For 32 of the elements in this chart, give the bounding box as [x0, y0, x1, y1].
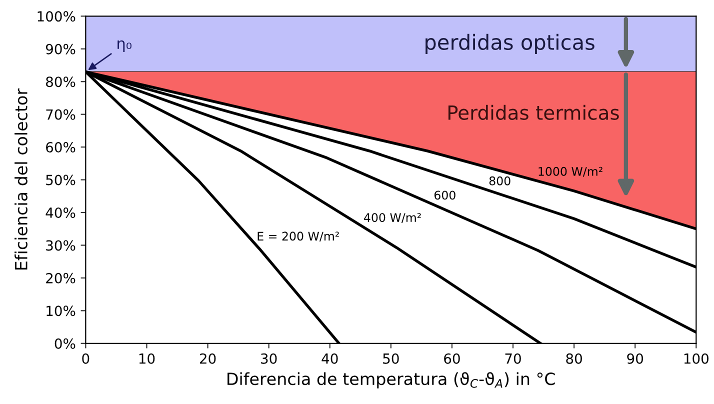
annotation: Perdidas termicas — [448, 104, 619, 120]
y-tick-label: 60% — [46, 142, 76, 153]
band-label: perdidas opticas — [426, 34, 594, 54]
y-tick-label: 30% — [46, 240, 76, 251]
x-tick-label: 40 — [322, 353, 338, 364]
series-label: 400 W/m² — [364, 213, 421, 223]
x-tick-label: 100 — [684, 353, 708, 364]
x-axis-title: Diferencia de temperatura (ϑ$_{C}$-ϑ$_{A}$) in °C — [228, 372, 555, 388]
y-tick-label: 10% — [46, 306, 76, 316]
x-tick-label: 50 — [383, 353, 399, 364]
x-tick-label: 90 — [627, 353, 644, 364]
y-tick-label: 20% — [46, 272, 76, 284]
y-tick-label: 40% — [46, 207, 76, 218]
series-label: 1000 W/m² — [538, 166, 602, 177]
y-axis-title: Eficiencia del colector — [14, 88, 28, 270]
y-tick-label: 0% — [54, 338, 76, 349]
x-tick-label: 60 — [444, 353, 460, 364]
x-tick-label: 20 — [200, 353, 216, 364]
x-tick-label: 30 — [261, 353, 277, 364]
y-tick-label: 90% — [46, 44, 76, 54]
annotation: η₀ — [118, 40, 132, 52]
y-tick-label: 50% — [46, 174, 76, 186]
x-tick-label: 10 — [139, 353, 155, 364]
x-tick-label: 80 — [566, 353, 582, 364]
series-label: 600 — [434, 190, 456, 200]
y-tick-label: 100% — [38, 11, 76, 22]
x-tick-label: 70 — [505, 353, 521, 364]
series-label: 800 — [489, 176, 510, 186]
series-label: E = 200 W/m² — [258, 232, 339, 242]
y-tick-label: 70% — [46, 109, 76, 120]
y-tick-label: 80% — [46, 76, 76, 88]
x-tick-label: 0 — [82, 353, 90, 364]
